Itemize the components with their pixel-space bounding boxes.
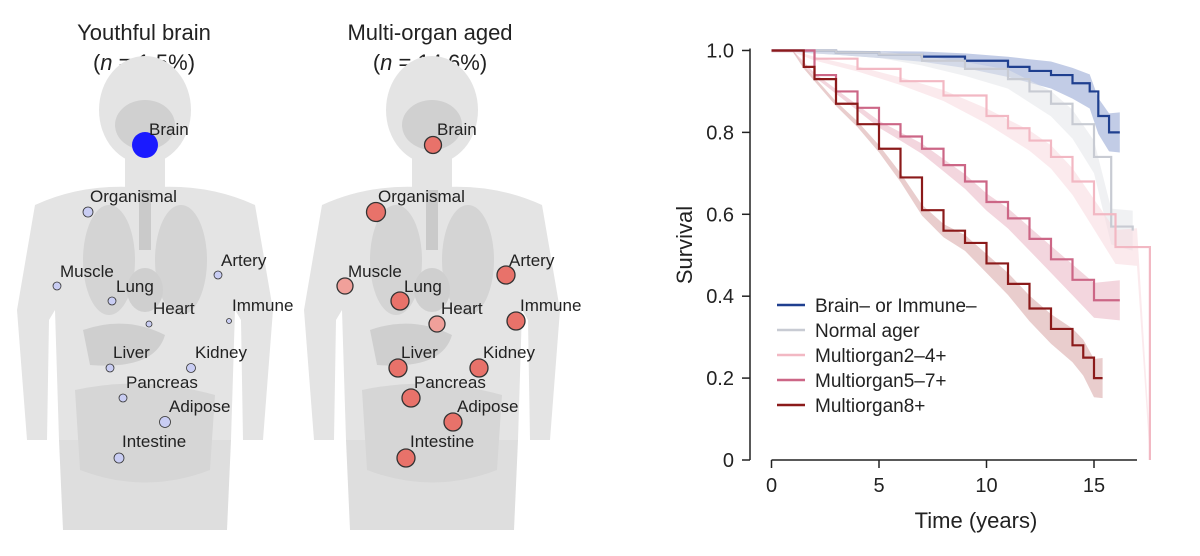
body-diagrams: Brain Organismal Artery Muscle Lung Hear… (17, 56, 581, 530)
youthful-label-lung: Lung (116, 277, 154, 296)
youthful-immune-marker (226, 318, 232, 324)
youthful-pancreas-marker (118, 393, 128, 403)
aged-label-artery: Artery (509, 251, 555, 270)
legend-label-1: Normal ager (815, 321, 920, 342)
aged-label-pancreas: Pancreas (414, 373, 486, 392)
series-line-1 (771, 49, 1134, 231)
aged-lung-marker (390, 291, 410, 311)
y-tick-label: 0.4 (706, 286, 734, 308)
x-tick-label: 5 (873, 475, 884, 497)
aged-markers (336, 135, 526, 468)
x-tick-label: 0 (766, 475, 777, 497)
youthful-label-heart: Heart (153, 299, 195, 318)
aged-label-intestine: Intestine (410, 432, 474, 451)
y-tick-label: 0.2 (706, 368, 734, 390)
youthful-label-intestine: Intestine (122, 432, 186, 451)
x-tick-label: 10 (975, 475, 997, 497)
y-axis-label: Survival (672, 206, 697, 284)
aged-pancreas-marker (401, 388, 421, 408)
y-tick-label: 1.0 (706, 40, 734, 62)
youthful-muscle-marker (52, 281, 62, 291)
youthful-label-liver: Liver (113, 343, 150, 362)
youthful-markers (52, 132, 232, 464)
x-axis-label: Time (years) (915, 508, 1038, 533)
youthful-label-muscle: Muscle (60, 262, 114, 281)
youthful-artery-marker (213, 270, 223, 280)
youthful-n-label: n (100, 50, 113, 75)
youthful-brain-marker (132, 132, 158, 158)
aged-muscle-marker (336, 277, 354, 295)
youthful-adipose-marker (159, 416, 171, 428)
aged-immune-marker (506, 311, 526, 331)
youthful-open-paren: ( (92, 50, 101, 75)
aged-adipose-marker (443, 412, 463, 432)
youthful-title: Youthful brain (77, 20, 211, 45)
legend-label-3: Multiorgan5–7+ (815, 371, 947, 392)
aged-organismal-marker (365, 201, 387, 223)
band-0 (771, 50, 1120, 153)
chart-legend: Brain– or Immune– Normal ager Multiorgan2–… (777, 296, 977, 417)
band-4 (771, 50, 1103, 399)
multi-n-label: n (380, 50, 393, 75)
band-2 (771, 50, 1150, 460)
aged-label-organismal: Organismal (378, 187, 465, 206)
aged-liver-marker (388, 358, 408, 378)
youthful-labels: Brain Organismal Artery Muscle Lung Hear… (60, 120, 293, 451)
aged-label-lung: Lung (404, 277, 442, 296)
band-3 (771, 50, 1120, 321)
youthful-organismal-marker (82, 206, 94, 218)
multi-title: Multi-organ aged (347, 20, 513, 45)
multi-open-paren: ( (372, 50, 381, 75)
youthful-label-immune: Immune (232, 296, 293, 315)
aged-label-heart: Heart (441, 299, 483, 318)
y-tick-label: 0.8 (706, 122, 734, 144)
aged-brain-marker (423, 135, 443, 155)
youthful-intestine-marker (113, 452, 125, 464)
legend-label-4: Multiorgan8+ (815, 396, 925, 417)
aged-labels: Brain Organismal Artery Muscle Lung Hear… (348, 120, 581, 451)
youthful-label-brain: Brain (149, 120, 189, 139)
aged-intestine-marker (396, 448, 416, 468)
confidence-bands (771, 50, 1150, 460)
youthful-label-adipose: Adipose (169, 397, 230, 416)
survival-lines (771, 49, 1151, 460)
aged-label-muscle: Muscle (348, 262, 402, 281)
youthful-label-pancreas: Pancreas (126, 373, 198, 392)
aged-artery-marker (496, 265, 516, 285)
x-tick-label: 15 (1083, 475, 1105, 497)
aged-label-brain: Brain (437, 120, 477, 139)
youthful-kidney-marker (186, 363, 196, 373)
aged-label-liver: Liver (401, 343, 438, 362)
aged-label-kidney: Kidney (483, 343, 535, 362)
series-line-4 (771, 49, 1103, 380)
band-1 (771, 50, 1133, 251)
y-tick-label: 0.6 (706, 204, 734, 226)
youthful-liver-marker (105, 363, 115, 373)
youthful-lung-marker (107, 296, 117, 306)
legend-label-2: Multiorgan2–4+ (815, 346, 947, 367)
y-tick-label: 0 (723, 450, 734, 472)
youthful-label-kidney: Kidney (195, 343, 247, 362)
aged-heart-marker (428, 315, 446, 333)
aged-label-adipose: Adipose (457, 397, 518, 416)
series-line-2 (771, 49, 1151, 460)
youthful-heart-marker (145, 320, 153, 328)
aged-label-immune: Immune (520, 296, 581, 315)
legend-label-0: Brain– or Immune– (815, 296, 977, 317)
survival-chart: 0 0.2 0.4 0.6 0.8 1.0 0 5 10 15 Brain– or Immune–… (672, 40, 1151, 533)
chart-axes: 0 0.2 0.4 0.6 0.8 1.0 0 5 10 15 (706, 40, 1137, 497)
youthful-label-artery: Artery (221, 251, 267, 270)
aged-kidney-marker (469, 358, 489, 378)
youthful-label-organismal: Organismal (90, 187, 177, 206)
